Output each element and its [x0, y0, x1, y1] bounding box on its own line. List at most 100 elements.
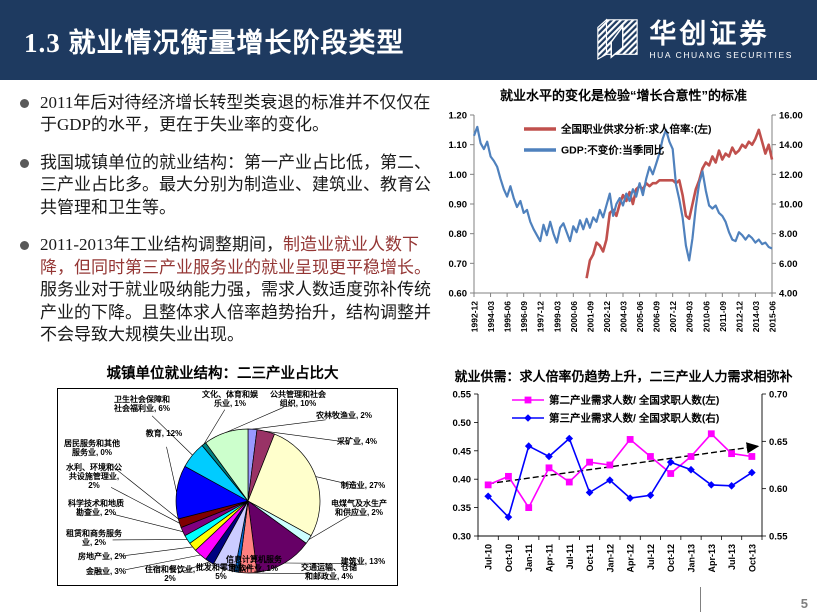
svg-text:0.60: 0.60 [769, 484, 788, 495]
svg-text:批发和零售业,: 批发和零售业, [196, 562, 246, 572]
employment-structure-panel: 城镇单位就业结构：二三产业占比大 农林牧渔业, 2% 采矿业, 4% 制造业, 27… [15, 362, 430, 586]
svg-text:1999-03: 1999-03 [552, 301, 562, 332]
svg-text:1.00: 1.00 [449, 170, 468, 181]
page-number: 5 [800, 596, 808, 611]
svg-text:和软件业, 1%: 和软件业, 1% [230, 563, 278, 573]
svg-text:Oct-13: Oct-13 [747, 544, 757, 572]
svg-text:0.50: 0.50 [453, 418, 472, 429]
pie-chart-frame: 农林牧渔业, 2% 采矿业, 4% 制造业, 27% 电煤气及水生产 和供应业, 2% 建… [57, 388, 398, 586]
svg-text:勘查业, 2%: 勘查业, 2% [76, 507, 116, 517]
svg-text:乐业, 1%: 乐业, 1% [214, 398, 246, 408]
svg-text:0.45: 0.45 [453, 446, 472, 457]
svg-text:2011-09: 2011-09 [718, 301, 728, 332]
svg-text:租赁和商务服务: 租赁和商务服务 [66, 528, 123, 538]
svg-text:建筑业, 13%: 建筑业, 13% [340, 556, 385, 566]
highlighted-text: 制造业就业人数下降，但同时第三产业服务业的就业呈现更平稳增长。 [40, 235, 431, 277]
bullet-dot-icon [20, 241, 29, 251]
svg-text:Jul-13: Jul-13 [727, 544, 737, 570]
svg-text:2006-09: 2006-09 [652, 301, 662, 332]
svg-text:12.00: 12.00 [779, 170, 803, 181]
svg-text:2010-06: 2010-06 [701, 301, 711, 332]
svg-text:0.90: 0.90 [449, 200, 468, 211]
svg-text:GDP:不变价:当季同比: GDP:不变价:当季同比 [561, 144, 665, 157]
svg-text:0.35: 0.35 [453, 503, 472, 514]
bullet-item-1: 2011年后对待经济增长转型类衰退的标准并不仅仅在于GDP的水平，更在于失业率的… [18, 92, 434, 137]
svg-text:和邮政业, 4%: 和邮政业, 4% [305, 571, 353, 581]
svg-text:14.00: 14.00 [779, 140, 803, 151]
svg-text:社会福利业, 6%: 社会福利业, 6% [113, 403, 170, 413]
svg-text:2004-03: 2004-03 [619, 301, 629, 332]
svg-text:教育, 12%: 教育, 12% [145, 428, 182, 438]
svg-text:Jan-11: Jan-11 [524, 544, 534, 572]
svg-text:Jul-10: Jul-10 [484, 544, 494, 570]
svg-text:0.55: 0.55 [453, 390, 472, 401]
svg-text:2002-12: 2002-12 [602, 301, 612, 332]
svg-text:2007-12: 2007-12 [668, 301, 678, 332]
svg-text:2001-09: 2001-09 [585, 301, 595, 332]
svg-text:组织, 10%: 组织, 10% [280, 398, 316, 408]
svg-text:2005-06: 2005-06 [635, 301, 645, 332]
bullet-item-3: 2011-2013年工业结构调整期间，制造业就业人数下降，但同时第三产业服务业的… [18, 234, 434, 346]
svg-text:2000-06: 2000-06 [569, 301, 579, 332]
bullet-dot-icon [20, 158, 29, 168]
pie-chart-title: 城镇单位就业结构：二三产业占比大 [106, 366, 339, 382]
employment-gdp-chart-panel: 就业水平的变化是检验“增长合意性”的标准 0.60 0.70 0.80 0.90 1.0… [432, 85, 815, 356]
svg-text:共设施管理业,: 共设施管理业, [69, 471, 119, 481]
svg-text:0.55: 0.55 [769, 532, 788, 543]
svg-text:0.40: 0.40 [453, 475, 472, 486]
logo-name-cn: 华创证券 [649, 18, 770, 49]
svg-text:2%: 2% [88, 481, 100, 490]
svg-text:文化、体育和娱: 文化、体育和娱 [202, 389, 259, 399]
svg-text:第二产业需求人数/ 全国求职人数(左): 第二产业需求人数/ 全国求职人数(左) [549, 394, 719, 407]
svg-text:服务业, 0%: 服务业, 0% [72, 447, 112, 457]
svg-text:住宿和餐饮业,: 住宿和餐饮业, [145, 564, 195, 574]
svg-text:房地产业, 2%: 房地产业, 2% [78, 551, 126, 561]
bullet-text-2: 我国城镇单位的就业结构：第一产业占比低，第二、三产业占比多。最大分别为制造业、建… [40, 152, 431, 217]
svg-text:2%: 2% [164, 574, 176, 583]
svg-text:水利、环境和公: 水利、环境和公 [65, 462, 122, 472]
logo-text: 华创证券 HUA CHUANG SECURITIES [649, 18, 793, 60]
svg-text:科学技术和地质: 科学技术和地质 [68, 498, 124, 508]
chart3-title: 就业供需：求人倍率仍趋势上升，二三产业人力需求相弥补 [454, 369, 793, 384]
svg-text:Apr-13: Apr-13 [707, 544, 717, 573]
svg-text:1996-09: 1996-09 [519, 301, 529, 332]
svg-text:0.80: 0.80 [449, 229, 468, 240]
svg-text:电煤气及水生产: 电煤气及水生产 [331, 498, 387, 508]
svg-text:金融业, 3%: 金融业, 3% [85, 566, 126, 576]
svg-text:16.00: 16.00 [779, 111, 803, 122]
bullet-dot-icon [20, 99, 29, 108]
svg-text:0.70: 0.70 [449, 259, 468, 270]
svg-text:0.60: 0.60 [449, 289, 468, 300]
svg-text:Jul-11: Jul-11 [565, 544, 575, 570]
employment-gdp-line-chart: 0.60 0.70 0.80 0.90 1.00 1.10 1.20 4.00 6.00 8.00… [449, 111, 803, 333]
svg-text:Apr-11: Apr-11 [545, 544, 555, 572]
svg-text:6.00: 6.00 [779, 259, 798, 270]
svg-text:全国职业供求分析:求人倍率:(左): 全国职业供求分析:求人倍率:(左) [560, 123, 712, 136]
svg-text:Jan-13: Jan-13 [687, 544, 697, 573]
svg-text:Oct-12: Oct-12 [666, 544, 676, 572]
svg-text:第三产业需求人数/ 全国求职人数(右): 第三产业需求人数/ 全国求职人数(右) [549, 412, 719, 425]
bullet-text-1: 2011年后对待经济增长转型类衰退的标准并不仅仅在于GDP的水平，更在于失业率的… [40, 93, 431, 135]
labor-supply-demand-line-chart: 0.30 0.35 0.40 0.45 0.50 0.55 0.55 0.60 0.65 0.70… [453, 390, 789, 573]
svg-text:业, 2%: 业, 2% [82, 537, 106, 547]
page-title: 1.3 就业情况衡量增长阶段类型 [24, 27, 405, 58]
svg-text:1994-03: 1994-03 [486, 301, 496, 332]
svg-text:居民服务和其他: 居民服务和其他 [64, 438, 120, 448]
svg-text:2015-06: 2015-06 [768, 301, 778, 332]
svg-text:0.65: 0.65 [769, 437, 788, 448]
svg-text:Jul-12: Jul-12 [646, 544, 656, 570]
svg-text:1.20: 1.20 [449, 111, 468, 122]
svg-text:公共管理和社会: 公共管理和社会 [270, 389, 326, 399]
chart1-title: 就业水平的变化是检验“增长合意性”的标准 [499, 88, 747, 103]
svg-text:0.30: 0.30 [453, 532, 472, 543]
logo-name-en: HUA CHUANG SECURITIES [649, 49, 793, 60]
svg-text:交通运输、仓储: 交通运输、仓储 [301, 562, 357, 572]
svg-text:10.00: 10.00 [779, 200, 803, 211]
svg-text:2012-12: 2012-12 [734, 301, 744, 332]
svg-text:和供应业, 2%: 和供应业, 2% [335, 507, 383, 517]
svg-text:5%: 5% [215, 572, 227, 581]
svg-text:1995-06: 1995-06 [503, 301, 513, 332]
svg-text:采矿业, 4%: 采矿业, 4% [336, 436, 377, 446]
bullet-list: 2011年后对待经济增长转型类衰退的标准并不仅仅在于GDP的水平，更在于失业率的… [18, 92, 434, 361]
